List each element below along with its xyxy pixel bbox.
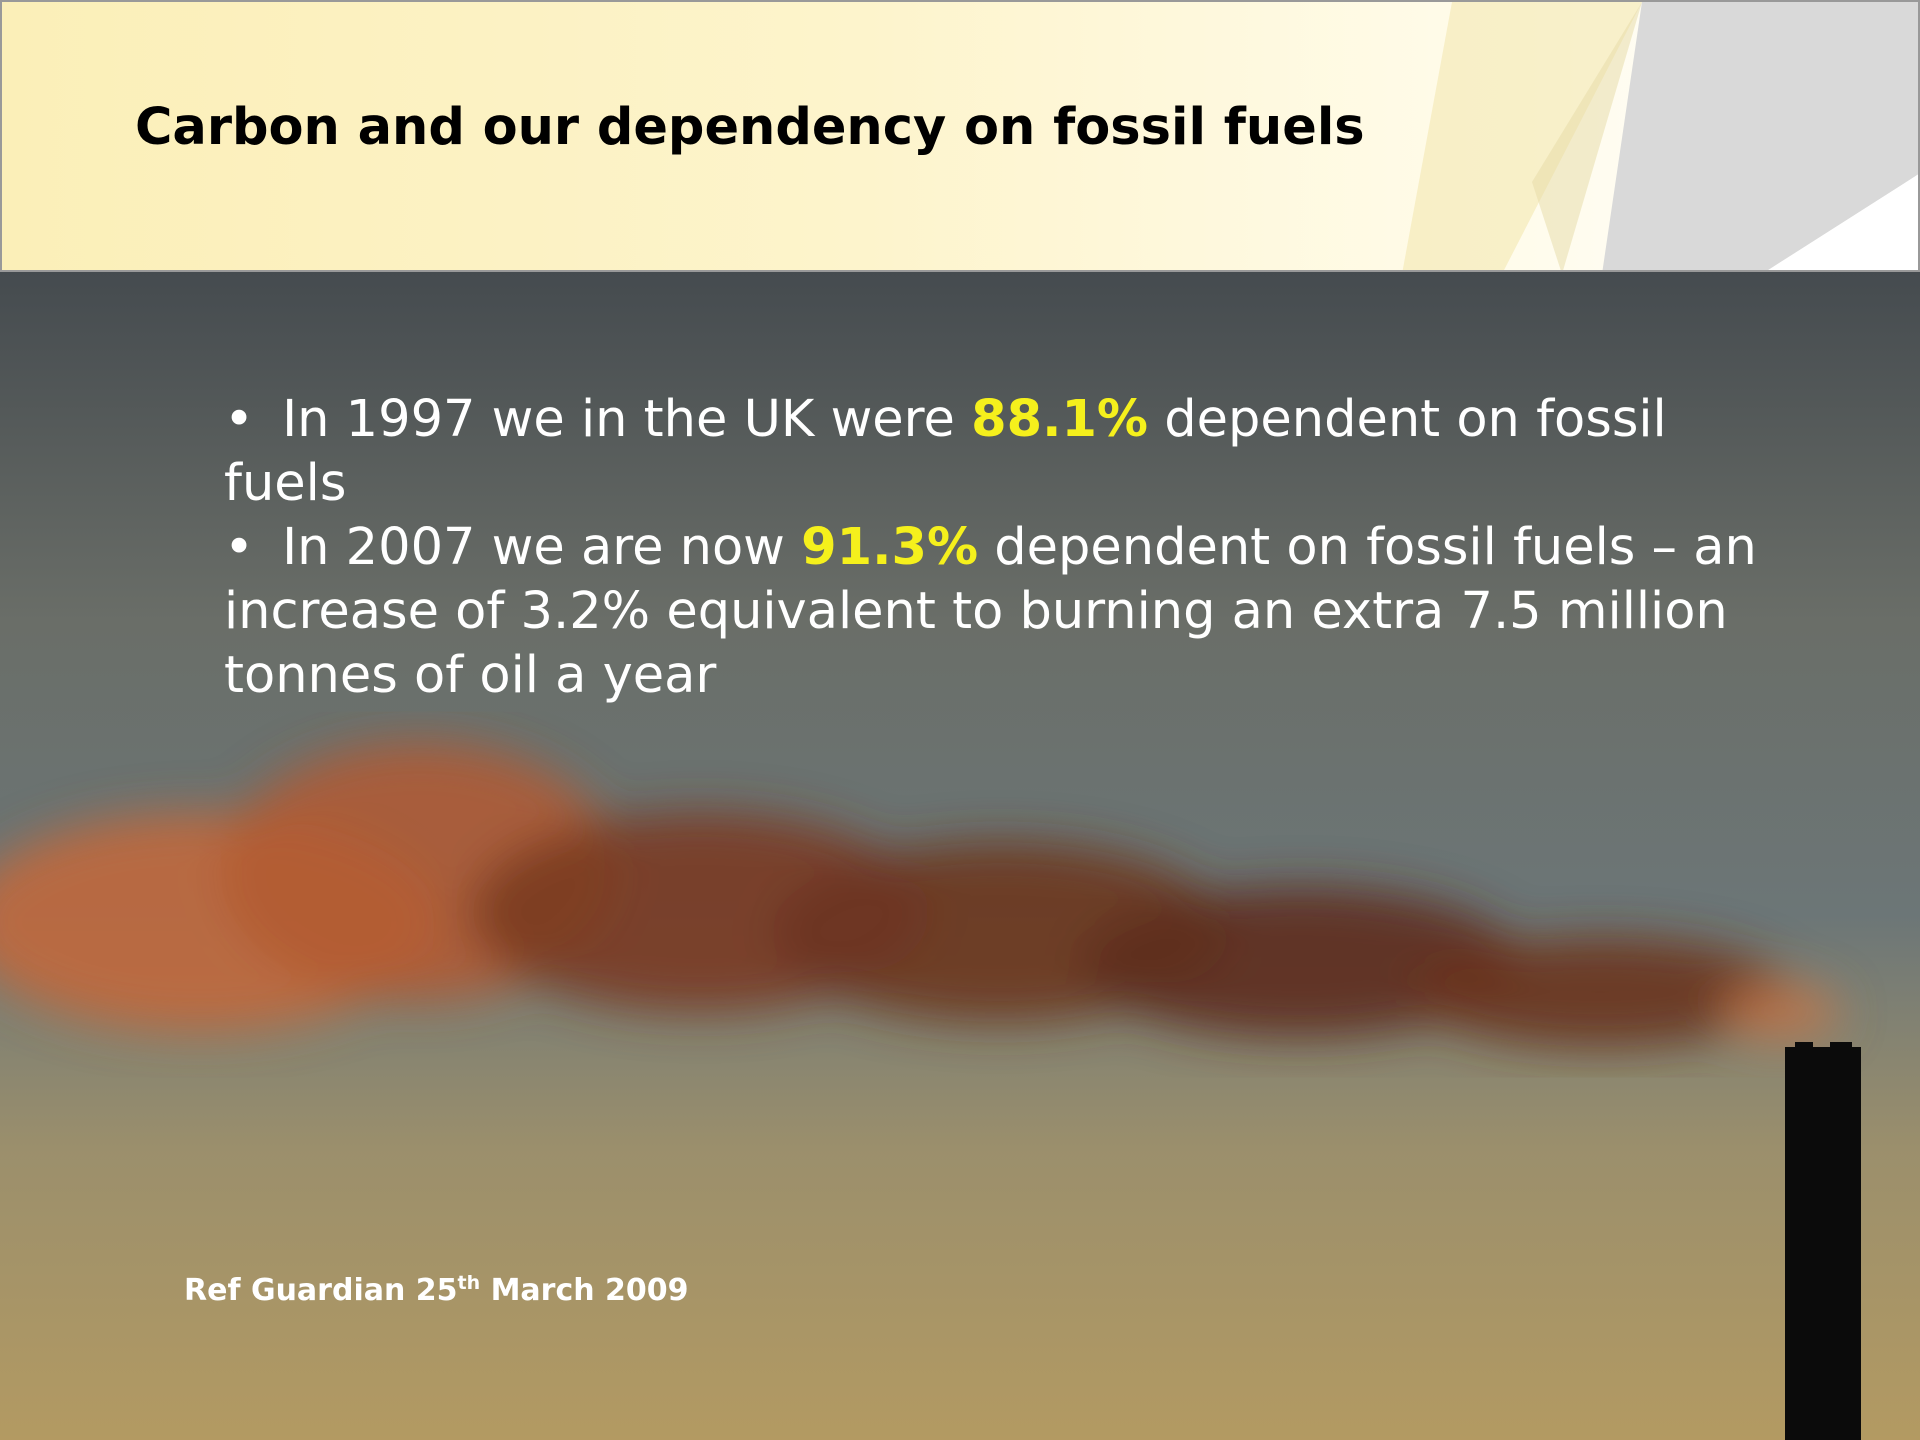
header: Carbon and our dependency on fossil fuel… (0, 0, 1920, 272)
slide: Carbon and our dependency on fossil fuel… (0, 0, 1920, 1440)
highlight-value: 88.1% (971, 390, 1148, 449)
bullet-list: •In 1997 we in the UK were 88.1% depende… (224, 388, 1794, 708)
slide-title: Carbon and our dependency on fossil fuel… (135, 98, 1365, 157)
bullet-text: In 2007 we are now (282, 518, 801, 577)
bullet-marker: • (224, 390, 254, 449)
bullet-item: •In 1997 we in the UK were 88.1% depende… (224, 388, 1794, 516)
bullet-text: In 1997 we in the UK were (282, 390, 971, 449)
bullet-item: •In 2007 we are now 91.3% dependent on f… (224, 516, 1794, 708)
reference: Ref Guardian 25th March 2009 (184, 1272, 689, 1308)
reference-superscript: th (458, 1272, 481, 1294)
reference-text: Ref Guardian 25 (184, 1273, 458, 1308)
reference-text: March 2009 (480, 1273, 688, 1308)
bullet-marker: • (224, 518, 254, 577)
highlight-value: 91.3% (801, 518, 978, 577)
